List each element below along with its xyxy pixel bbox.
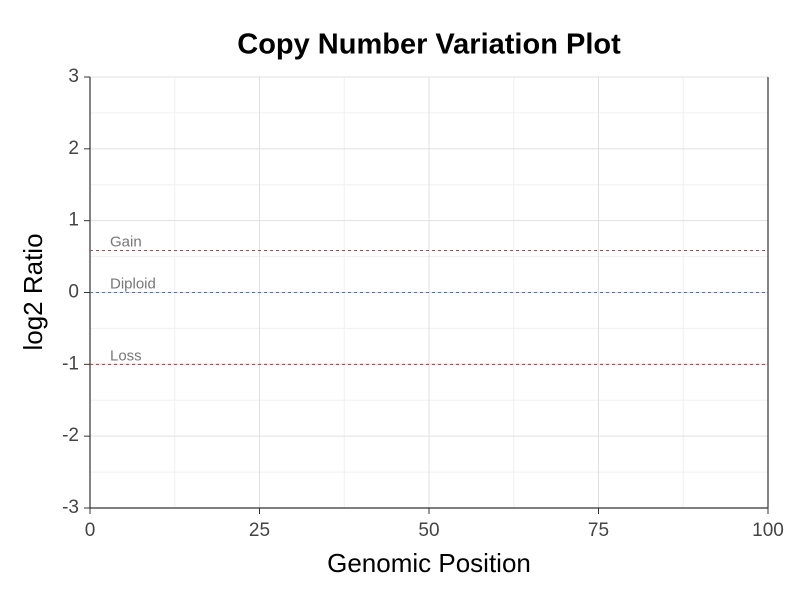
y-tick-label: -2 [62,425,79,446]
x-tick-label: 50 [418,520,439,541]
x-axis-title: Genomic Position [327,548,531,578]
y-tick-label: 2 [68,138,79,159]
y-tick-label: -1 [62,353,79,374]
reference-label: Loss [110,347,142,364]
y-tick-label: 0 [68,282,79,303]
reference-label: Diploid [110,275,156,292]
y-axis-title: log2 Ratio [18,233,48,350]
chart-title: Copy Number Variation Plot [237,29,621,61]
x-tick-label: 0 [85,520,96,541]
x-tick-label: 100 [752,520,784,541]
y-tick-label: 3 [68,66,79,87]
reference-label: Gain [110,233,142,250]
x-tick-label: 25 [249,520,270,541]
y-tick-label: -3 [62,497,79,518]
y-tick-label: 1 [68,210,79,231]
x-tick-label: 75 [588,520,609,541]
